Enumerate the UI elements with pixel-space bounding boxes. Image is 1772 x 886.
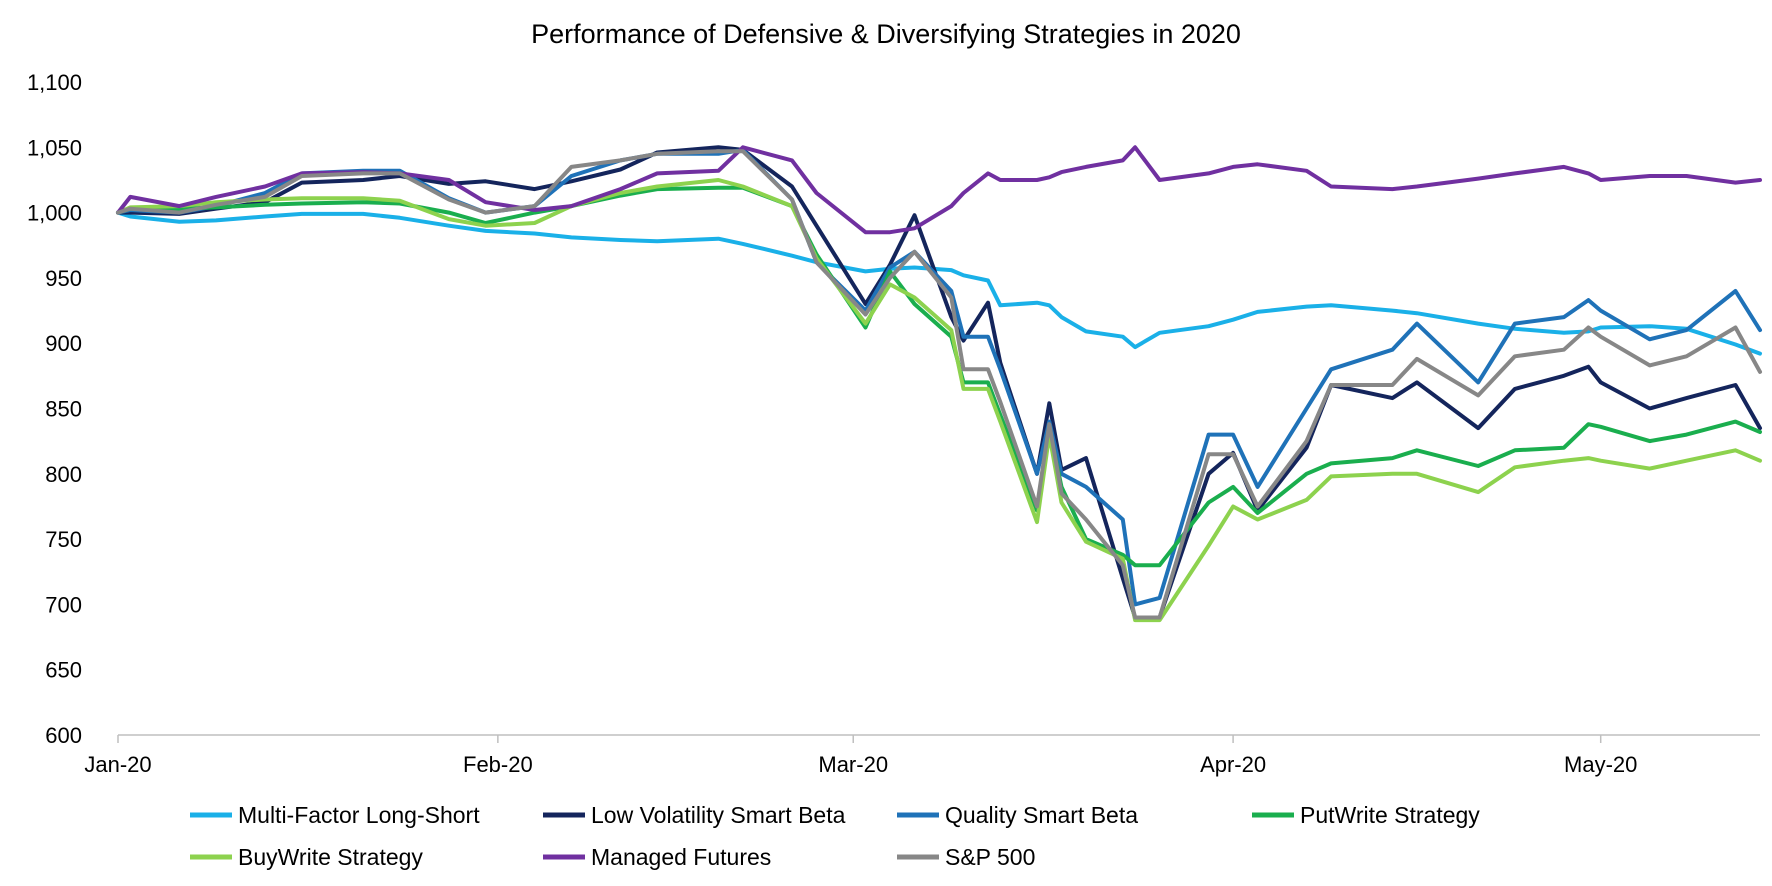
- series-line: [116, 145, 1762, 235]
- y-tick-label: 1,050: [27, 135, 82, 160]
- legend-label: Managed Futures: [591, 844, 771, 870]
- legend-label: Multi-Factor Long-Short: [238, 802, 480, 828]
- chart-title: Performance of Defensive & Diversifying …: [531, 19, 1241, 49]
- y-tick-label: 1,000: [27, 201, 82, 226]
- x-tick-label: Mar-20: [818, 752, 888, 777]
- y-tick-label: 700: [45, 592, 82, 617]
- legend-label: PutWrite Strategy: [1300, 802, 1480, 828]
- series-line: [116, 210, 1762, 356]
- series-line: [116, 145, 1762, 620]
- series-line: [116, 178, 1762, 623]
- y-tick-label: 800: [45, 462, 82, 487]
- x-tick-label: Jan-20: [84, 752, 151, 777]
- x-axis: Jan-20 Feb-20 Mar-20 Apr-20 May-20: [84, 735, 1637, 777]
- legend-label: Quality Smart Beta: [945, 802, 1138, 828]
- y-tick-label: 750: [45, 527, 82, 552]
- series-line: [116, 147, 1762, 607]
- legend-label: BuyWrite Strategy: [238, 844, 423, 870]
- series-line: [116, 185, 1762, 568]
- y-tick-label: 900: [45, 331, 82, 356]
- x-tick-label: Apr-20: [1200, 752, 1266, 777]
- plot-area: [116, 145, 1762, 623]
- y-tick-label: 950: [45, 266, 82, 291]
- y-axis: 600 650 700 750 800 850 900 950 1,000 1,050 1,100: [27, 70, 82, 748]
- y-tick-label: 650: [45, 658, 82, 683]
- y-tick-label: 1,100: [27, 70, 82, 95]
- legend: Multi-Factor Long-Short Low Volatility Sm…: [190, 802, 1480, 870]
- legend-label: S&P 500: [945, 844, 1035, 870]
- y-tick-label: 600: [45, 723, 82, 748]
- series-line: [116, 149, 1762, 620]
- y-tick-label: 850: [45, 397, 82, 422]
- x-tick-label: May-20: [1564, 752, 1637, 777]
- legend-label: Low Volatility Smart Beta: [591, 802, 846, 828]
- x-tick-label: Feb-20: [463, 752, 533, 777]
